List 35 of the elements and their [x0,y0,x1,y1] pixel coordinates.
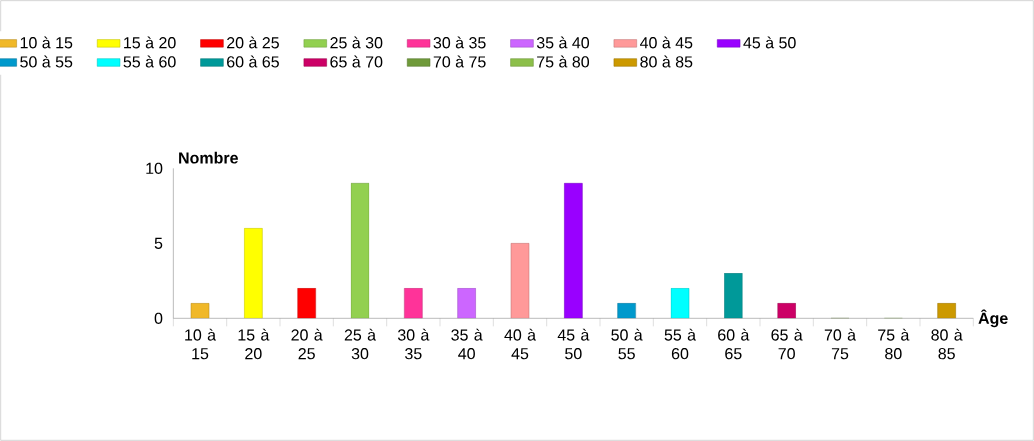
x-tick-label: 40 à 45 [504,328,536,360]
legend-label: 65 à 70 [330,55,383,68]
y-tick-label: 0 [154,312,163,324]
legend-label: 35 à 40 [536,36,590,49]
legend-label: 15 à 20 [124,36,176,49]
legend-label: 75 à 80 [537,55,590,68]
y-tick-label: 5 [154,237,163,249]
x-tick-label: 70 à 75 [824,328,856,360]
x-tick-label: 35 à 40 [451,328,483,360]
legend-label: 40 à 45 [640,36,693,49]
legend-label: 45 à 50 [743,36,796,49]
y-tick-label: 10 [146,162,163,174]
legend-label: 50 à 55 [20,55,73,68]
legend-label: 80 à 85 [640,55,693,68]
legend-label: 55 à 60 [123,55,176,68]
legend-label: 25 à 30 [330,36,383,49]
x-tick-label: 50 à 55 [611,328,643,360]
x-axis-title: Âge [978,309,1008,328]
x-tick-label: 60 à 65 [718,328,750,360]
x-tick-label: 25 à 30 [344,328,376,360]
x-tick-label: 15 à 20 [238,328,270,360]
y-axis-title: Nombre [179,151,238,164]
x-tick-label: 65 à 70 [771,328,803,360]
x-tick-label: 20 à 25 [291,328,323,360]
legend-label: 10 à 15 [20,36,73,49]
legend-label: 30 à 35 [433,36,486,49]
x-tick-label: 80 à 85 [931,328,963,360]
x-tick-label: 10 à 15 [185,328,216,360]
legend-label: 70 à 75 [433,55,486,68]
x-tick-label: 30 à 35 [397,328,430,360]
x-tick-label: 75 à 80 [878,328,910,360]
legend-label: 20 à 25 [227,36,279,49]
legend-label: 60 à 65 [227,55,279,68]
x-tick-label: 45 à 50 [557,328,590,360]
x-tick-label: 55 à 60 [664,328,696,360]
